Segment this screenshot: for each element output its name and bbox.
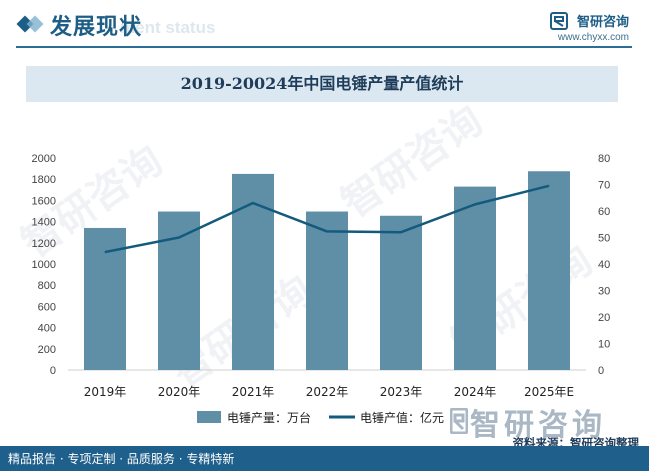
y-right-tick-label: 10: [598, 339, 610, 351]
chart-title: 2019-20024年中国电锤产量产值统计: [180, 74, 464, 93]
header-subtitle: ment status: [120, 18, 216, 37]
line-point-5: [474, 203, 476, 205]
y-right-tick-label: 50: [598, 233, 610, 245]
y-left-tick-label: 2000: [32, 153, 56, 165]
line-point-0: [104, 251, 106, 253]
y-left-tick-label: 600: [38, 301, 56, 313]
diamond-icon: [16, 15, 44, 33]
bar-3: [306, 211, 348, 370]
legend-swatch-bar: [197, 411, 221, 423]
bar-2: [232, 173, 274, 370]
bar-4: [380, 215, 422, 370]
x-tick-label: 2022年: [306, 385, 349, 399]
x-tick-label: 2024年: [454, 385, 497, 399]
chart-title-band: 2019-20024年中国电锤产量产值统计: [26, 66, 618, 102]
legend-label-line: 电锤产值：亿元: [360, 410, 444, 425]
brand-name: 智研咨询: [470, 408, 606, 443]
logo-icon: [549, 11, 568, 30]
x-tick-label: 2023年: [380, 385, 423, 399]
line-point-4: [400, 231, 402, 233]
page-header: ment status 发展现状 智研咨询 www.chyxx.com: [0, 0, 649, 50]
x-tick-label: 2025年E: [524, 385, 574, 399]
y-right-tick-label: 0: [598, 365, 604, 377]
brand-icon: [450, 408, 468, 434]
y-right-tick-label: 80: [598, 153, 610, 165]
y-left-tick-label: 200: [38, 344, 56, 356]
y-left-tick-label: 1800: [32, 174, 56, 186]
line-point-3: [326, 230, 328, 232]
y-right-tick-label: 40: [598, 259, 610, 271]
y-left-tick-label: 1400: [32, 217, 56, 229]
header-divider: [16, 46, 632, 48]
line-point-2: [252, 202, 254, 204]
y-left-tick-label: 400: [38, 323, 56, 335]
footer-bar: 精品报告 · 专项定制 · 品质服务 · 专精特新: [0, 446, 649, 471]
header-title: 发展现状: [50, 15, 143, 40]
y-right-tick-label: 20: [598, 312, 610, 324]
chart: 0 200 400 600 800 1000 1200 1400 1600 1800 2000 0 10…: [32, 153, 611, 425]
x-tick-label: 2021年: [232, 385, 275, 399]
bar-6: [528, 171, 570, 370]
logo-name: 智研咨询: [576, 15, 629, 30]
y-left-tick-label: 1000: [32, 259, 56, 271]
y-right-tick-label: 30: [598, 286, 610, 298]
logo: 智研咨询 www.chyxx.com: [549, 10, 629, 43]
y-left-tick-label: 0: [50, 365, 56, 377]
x-tick-label: 2020年: [158, 385, 201, 399]
logo-url: www.chyxx.com: [557, 32, 629, 43]
bar-5: [454, 186, 496, 370]
y-right-tick-label: 70: [598, 180, 610, 192]
footer-slogan: 精品报告 · 专项定制 · 品质服务 · 专精特新: [8, 452, 235, 466]
y-right-tick-label: 60: [598, 206, 610, 218]
bar-1: [158, 211, 200, 370]
x-tick-label: 2019年: [84, 385, 127, 399]
line-point-1: [178, 237, 180, 238]
line-point-6: [548, 185, 550, 187]
y-left-tick-label: 1200: [32, 238, 56, 250]
y-left-tick-label: 800: [38, 280, 56, 292]
legend-label-bar: 电锤产量：万台: [227, 410, 311, 425]
y-left-tick-label: 1600: [32, 195, 56, 207]
